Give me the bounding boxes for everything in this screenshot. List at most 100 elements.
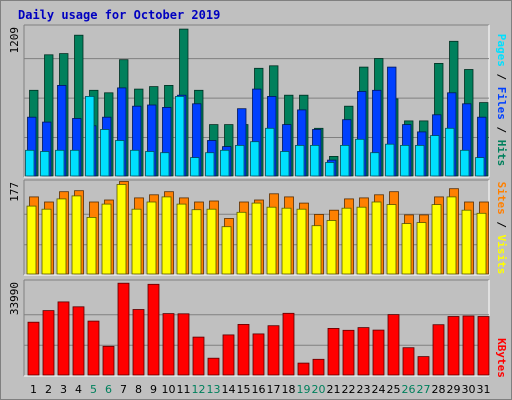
- bar-visits-day-4: [71, 195, 82, 275]
- x-tick-label-day-10: 10: [162, 383, 176, 396]
- bar-kbytes-day-5: [87, 320, 100, 376]
- bar-kbytes-day-14: [222, 334, 235, 376]
- chart-title: Daily usage for October 2019: [18, 8, 220, 22]
- legend-kbytes: KBytes: [495, 338, 508, 378]
- bar-pages-day-6: [100, 129, 110, 177]
- legend-pages-files-hits: Pages / Files / Hits: [495, 34, 508, 167]
- bar-visits-day-30: [461, 209, 472, 275]
- bar-visits-day-29: [446, 196, 457, 275]
- bar-visits-day-26: [401, 223, 412, 275]
- bar-visits-day-23: [356, 206, 367, 275]
- legend-pages-files-hits-part: Hits: [495, 140, 508, 167]
- x-tick-label-day-22: 22: [342, 383, 356, 396]
- bar-pages-day-13: [205, 152, 215, 177]
- bar-visits-day-12: [191, 209, 202, 275]
- bar-kbytes-day-29: [447, 316, 460, 376]
- bar-visits-day-20: [311, 225, 322, 275]
- bar-visits-day-10: [161, 196, 172, 275]
- bar-kbytes-day-21: [327, 327, 340, 376]
- legend-sites-visits-part: /: [495, 215, 508, 235]
- x-tick-label-day-24: 24: [372, 383, 386, 396]
- bar-visits-day-27: [416, 222, 427, 275]
- x-tick-label-day-15: 15: [237, 383, 251, 396]
- bar-pages-day-11: [175, 96, 185, 177]
- bar-pages-day-21: [325, 162, 335, 177]
- bar-kbytes-day-15: [237, 323, 250, 376]
- legend-sites-visits: Sites / Visits: [495, 182, 508, 275]
- bar-visits-day-6: [101, 203, 112, 275]
- bar-pages-day-17: [265, 127, 275, 177]
- legend-pages-files-hits-part: Pages: [495, 34, 508, 67]
- bar-visits-day-9: [146, 201, 157, 275]
- x-tick-label-day-6: 6: [105, 383, 112, 396]
- bar-visits-day-3: [56, 198, 67, 275]
- bar-kbytes-day-26: [402, 347, 415, 376]
- bar-pages-day-30: [460, 149, 470, 177]
- bar-visits-day-17: [266, 206, 277, 275]
- legend-pages-files-hits-part: /: [495, 67, 508, 87]
- bar-kbytes-day-11: [177, 313, 190, 376]
- x-tick-label-day-27: 27: [417, 383, 431, 396]
- bar-visits-day-13: [206, 208, 217, 275]
- x-tick-label-day-16: 16: [252, 383, 266, 396]
- x-tick-label-day-31: 31: [477, 383, 491, 396]
- x-tick-label-day-11: 11: [177, 383, 191, 396]
- bar-pages-day-25: [385, 143, 395, 177]
- x-tick-label-day-29: 29: [447, 383, 461, 396]
- bar-kbytes-day-20: [312, 358, 325, 376]
- bar-kbytes-day-27: [417, 356, 430, 376]
- bar-pages-day-22: [340, 144, 350, 177]
- x-tick-label-day-30: 30: [462, 383, 476, 396]
- bar-kbytes-day-22: [342, 329, 355, 376]
- bar-kbytes-day-17: [267, 325, 280, 376]
- bar-visits-day-11: [176, 203, 187, 275]
- legend-kbytes-part: KBytes: [495, 338, 508, 378]
- x-tick-label-day-8: 8: [135, 383, 142, 396]
- bar-visits-day-16: [251, 202, 262, 275]
- bar-pages-day-5: [85, 96, 95, 177]
- bar-pages-day-18: [280, 151, 290, 177]
- bar-pages-day-1: [25, 149, 35, 177]
- x-tick-label-day-21: 21: [327, 383, 341, 396]
- bar-pages-day-24: [370, 152, 380, 177]
- bar-pages-day-27: [415, 144, 425, 177]
- bar-visits-day-8: [131, 208, 142, 275]
- bar-pages-day-2: [40, 151, 50, 177]
- legend-pages-files-hits-part: /: [495, 120, 508, 140]
- bar-kbytes-day-6: [102, 345, 115, 376]
- bar-visits-day-28: [431, 204, 442, 275]
- x-tick-label-day-5: 5: [90, 383, 97, 396]
- bar-pages-day-16: [250, 141, 260, 177]
- bar-kbytes-day-23: [357, 327, 370, 376]
- bar-visits-day-5: [86, 216, 97, 275]
- x-tick-label-day-20: 20: [312, 383, 326, 396]
- x-tick-label-day-19: 19: [297, 383, 311, 396]
- y-max-label-bottom: 33990: [8, 282, 21, 315]
- bar-kbytes-day-3: [57, 301, 70, 376]
- bar-kbytes-day-18: [282, 312, 295, 376]
- bar-pages-day-9: [145, 151, 155, 177]
- bar-visits-day-24: [371, 201, 382, 275]
- x-tick-label-day-4: 4: [75, 383, 82, 396]
- bar-visits-day-7: [116, 184, 127, 275]
- bar-visits-day-18: [281, 207, 292, 275]
- x-tick-label-day-9: 9: [150, 383, 157, 396]
- bar-kbytes-day-25: [387, 314, 400, 376]
- bar-kbytes-day-24: [372, 329, 385, 376]
- bar-visits-day-22: [341, 207, 352, 275]
- bar-kbytes-day-16: [252, 333, 265, 376]
- bar-pages-day-10: [160, 152, 170, 177]
- legend-sites-visits-part: Sites: [495, 182, 508, 215]
- bar-visits-day-15: [236, 211, 247, 275]
- bar-kbytes-day-12: [192, 336, 205, 376]
- bar-pages-day-7: [115, 140, 125, 177]
- bar-kbytes-day-10: [162, 313, 175, 376]
- bar-pages-day-8: [130, 149, 140, 177]
- legend-sites-visits-part: Visits: [495, 235, 508, 275]
- bar-pages-day-29: [445, 127, 455, 177]
- bar-pages-day-20: [310, 144, 320, 177]
- bar-kbytes-day-30: [462, 315, 475, 376]
- y-max-label-middle: 177: [8, 182, 21, 202]
- legend-pages-files-hits-part: Files: [495, 87, 508, 120]
- bar-pages-day-28: [430, 135, 440, 177]
